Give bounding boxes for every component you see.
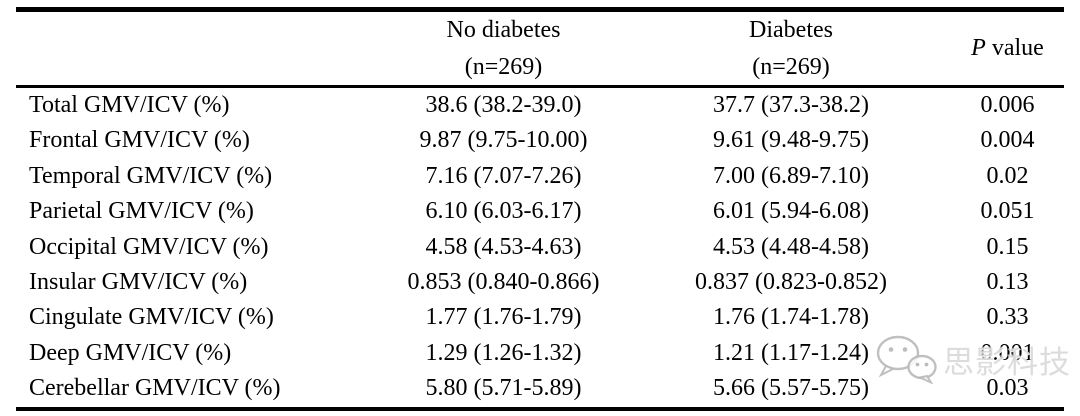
cell-no-diabetes: 38.6 (38.2-39.0) <box>425 92 582 118</box>
cell-no-diabetes: 0.853 (0.840-0.866) <box>407 268 600 295</box>
table-row-insular: Insular GMV/ICV (%) 0.853 (0.840-0.866) … <box>16 265 1064 300</box>
table-row-cingulate: Cingulate GMV/ICV (%) 1.77 (1.76-1.79) 1… <box>16 300 1064 335</box>
row-label: Temporal GMV/ICV (%) <box>29 162 273 189</box>
cell-diabetes: 5.66 (5.57-5.75) <box>713 375 869 402</box>
row-label: Cingulate GMV/ICV (%) <box>29 304 274 331</box>
cell-diabetes: 6.01 (5.94-6.08) <box>713 198 869 225</box>
cell-p-value: 0.004 <box>980 127 1035 154</box>
table-row-occipital: Occipital GMV/ICV (%) 4.58 (4.53-4.63) 4… <box>16 230 1064 265</box>
col-header-no-diabetes: No diabetes (n=269) <box>376 12 631 85</box>
row-label: Total GMV/ICV (%) <box>29 92 230 118</box>
table-row-temporal: Temporal GMV/ICV (%) 7.16 (7.07-7.26) 7.… <box>16 159 1064 194</box>
cell-no-diabetes: 9.87 (9.75-10.00) <box>419 127 588 154</box>
cell-p-value: 0.006 <box>980 92 1035 118</box>
cell-p-value: 0.001 <box>980 339 1035 366</box>
cell-no-diabetes: 6.10 (6.03-6.17) <box>425 198 582 225</box>
cell-no-diabetes: 1.29 (1.26-1.32) <box>425 339 582 366</box>
cell-no-diabetes: 4.58 (4.53-4.63) <box>425 233 582 260</box>
col-header-no-diabetes-n: (n=269) <box>464 53 543 80</box>
cell-p-value: 0.15 <box>986 233 1029 260</box>
table-row-total: Total GMV/ICV (%) 38.6 (38.2-39.0) 37.7 … <box>16 88 1064 123</box>
cell-p-value: 0.03 <box>986 375 1029 402</box>
results-table: No diabetes (n=269) Diabetes (n=269) P v… <box>16 7 1064 411</box>
cell-p-value: 0.13 <box>986 268 1029 295</box>
cell-diabetes: 4.53 (4.48-4.58) <box>713 233 869 260</box>
row-label: Insular GMV/ICV (%) <box>29 268 248 295</box>
table-row-frontal: Frontal GMV/ICV (%) 9.87 (9.75-10.00) 9.… <box>16 123 1064 158</box>
cell-no-diabetes: 7.16 (7.07-7.26) <box>425 162 582 189</box>
row-label: Cerebellar GMV/ICV (%) <box>29 375 281 402</box>
row-label: Parietal GMV/ICV (%) <box>29 198 254 225</box>
cell-diabetes: 1.76 (1.74-1.78) <box>713 304 869 331</box>
cell-diabetes: 9.61 (9.48-9.75) <box>713 127 869 154</box>
table-body: Total GMV/ICV (%) 38.6 (38.2-39.0) 37.7 … <box>16 88 1064 411</box>
cell-diabetes: 0.837 (0.823-0.852) <box>695 268 887 295</box>
cell-p-value: 0.33 <box>986 304 1029 331</box>
table-row-parietal: Parietal GMV/ICV (%) 6.10 (6.03-6.17) 6.… <box>16 194 1064 229</box>
cell-diabetes: 7.00 (6.89-7.10) <box>713 162 869 189</box>
col-header-p-value: P value <box>951 30 1064 67</box>
cell-no-diabetes: 5.80 (5.71-5.89) <box>425 375 582 402</box>
col-header-no-diabetes-label: No diabetes <box>446 17 561 43</box>
cell-diabetes: 1.21 (1.17-1.24) <box>713 339 869 366</box>
col-header-diabetes-n: (n=269) <box>752 53 830 80</box>
table-row-cerebellar: Cerebellar GMV/ICV (%) 5.80 (5.71-5.89) … <box>16 371 1064 406</box>
col-header-diabetes: Diabetes (n=269) <box>631 12 951 85</box>
table-row-deep: Deep GMV/ICV (%) 1.29 (1.26-1.32) 1.21 (… <box>16 336 1064 371</box>
p-value-rest: value <box>985 35 1044 62</box>
cell-p-value: 0.051 <box>980 198 1035 225</box>
row-label: Occipital GMV/ICV (%) <box>29 233 269 260</box>
p-value-italic-p: P <box>971 35 986 62</box>
col-header-diabetes-label: Diabetes <box>749 17 833 43</box>
row-label: Frontal GMV/ICV (%) <box>29 127 250 154</box>
cell-p-value: 0.02 <box>986 162 1029 189</box>
row-label: Deep GMV/ICV (%) <box>29 339 232 366</box>
cell-diabetes: 37.7 (37.3-38.2) <box>713 92 869 118</box>
table-header-row: No diabetes (n=269) Diabetes (n=269) P v… <box>16 7 1064 88</box>
cell-no-diabetes: 1.77 (1.76-1.79) <box>425 304 582 331</box>
